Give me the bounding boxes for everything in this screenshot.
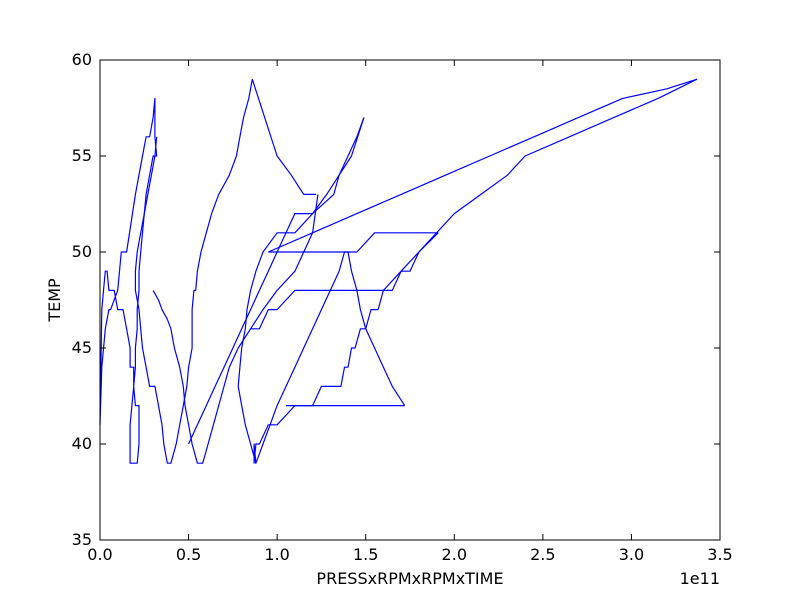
ticks-group: 0.0 0.5 1.0 1.5 2.0 2.5 3.0 3.5 35 40 45 50 55 60 <box>72 50 733 564</box>
plot-frame <box>99 59 721 541</box>
x-tick-label: 3.0 <box>619 545 644 564</box>
x-scale-offset-label: 1e11 <box>680 569 720 588</box>
y-tick-label: 45 <box>72 338 92 357</box>
series-line-4 <box>251 79 317 195</box>
series-line-8 <box>268 232 439 253</box>
series-line-3 <box>152 194 319 464</box>
x-tick-label: 0.5 <box>176 545 201 564</box>
series-line-1 <box>99 97 158 464</box>
y-tick-label: 40 <box>72 434 92 453</box>
x-tick-label: 0.0 <box>87 545 112 564</box>
series-line-9 <box>286 232 439 407</box>
series-line-11 <box>250 78 698 330</box>
x-tick-label: 2.0 <box>442 545 467 564</box>
y-tick-label: 55 <box>72 146 92 165</box>
y-tick-label: 35 <box>72 530 92 549</box>
series-line-7 <box>253 405 405 464</box>
series-line-6 <box>237 117 406 464</box>
y-tick-label: 60 <box>72 50 92 69</box>
series-line-2 <box>134 79 253 464</box>
y-tick-label: 50 <box>72 242 92 261</box>
series-line-10 <box>268 78 698 253</box>
x-axis-label: PRESSxRPMxRPMxTIME <box>316 569 503 588</box>
x-tick-label: 1.0 <box>264 545 289 564</box>
x-tick-label: 3.5 <box>707 545 732 564</box>
y-axis-label: TEMP <box>45 278 64 323</box>
x-tick-label: 2.5 <box>530 545 555 564</box>
series-line-5 <box>188 117 365 445</box>
series-group <box>99 78 698 464</box>
x-tick-label: 1.5 <box>353 545 378 564</box>
